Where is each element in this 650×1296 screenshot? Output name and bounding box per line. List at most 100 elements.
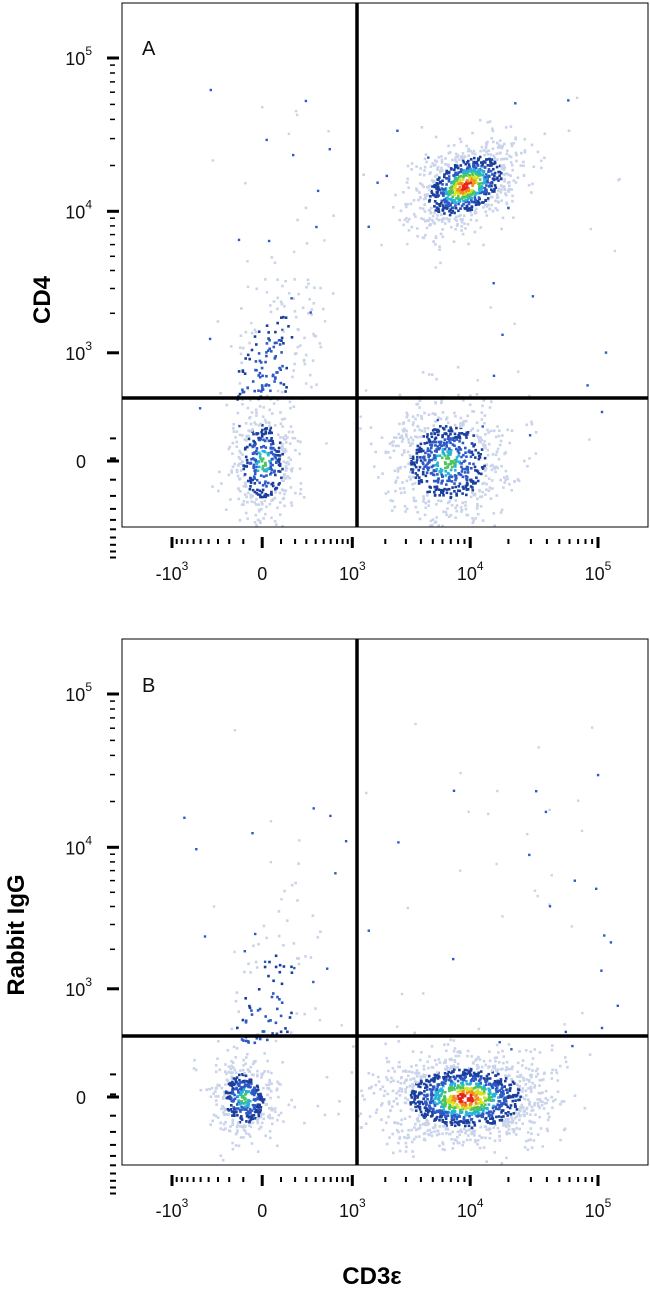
event-dot-1 <box>495 177 498 181</box>
event-dot-2 <box>487 477 491 481</box>
event-dot-2 <box>454 516 457 519</box>
event-dot-4 <box>266 349 270 352</box>
event-dot-2 <box>475 507 479 510</box>
event-dot-sparse <box>540 159 543 162</box>
event-dot-sparse <box>452 957 455 961</box>
event-dot-2 <box>471 491 474 494</box>
event-dot-3 <box>261 467 264 471</box>
event-dot-2 <box>238 1102 241 1106</box>
event-dot-1 <box>480 145 484 149</box>
event-dot-1 <box>488 184 491 187</box>
event-dot-2 <box>508 482 511 486</box>
event-dot-1 <box>489 1092 492 1095</box>
event-dot-1 <box>484 1096 488 1100</box>
event-dot-2 <box>447 452 450 456</box>
event-dot-1 <box>455 164 459 168</box>
event-dot-1 <box>491 1070 494 1074</box>
event-dot-3 <box>259 521 262 524</box>
event-dot-3 <box>265 436 269 440</box>
event-dot-3 <box>235 991 239 994</box>
event-dot-1 <box>559 1138 562 1142</box>
event-dot-1 <box>488 1059 492 1063</box>
event-dot-1 <box>419 1085 422 1089</box>
event-dot-1 <box>395 1091 399 1095</box>
event-dot-2 <box>448 439 451 442</box>
event-dot-1 <box>491 158 495 161</box>
event-dot-2 <box>427 504 430 507</box>
event-dot-1 <box>429 1088 432 1091</box>
event-dot-2 <box>445 488 449 491</box>
event-dot-1 <box>457 202 460 206</box>
event-dot-2 <box>391 499 395 503</box>
event-dot-1 <box>424 1095 428 1098</box>
event-dot-1 <box>443 1100 447 1103</box>
event-dot-2 <box>480 495 484 498</box>
event-dot-4 <box>216 320 220 323</box>
event-dot-3 <box>269 465 272 468</box>
event-dot-1 <box>479 182 482 185</box>
event-dot-1 <box>502 1124 505 1127</box>
event-dot-1 <box>528 1102 531 1106</box>
event-dot-1 <box>480 164 483 168</box>
event-dot-1 <box>414 1109 418 1112</box>
event-dot-3 <box>290 504 294 507</box>
event-dot-2 <box>218 1068 221 1072</box>
event-dot-1 <box>444 1079 448 1082</box>
event-dot-3 <box>274 954 278 958</box>
event-dot-1 <box>478 1134 481 1138</box>
event-dot-3 <box>255 461 259 465</box>
event-dot-2 <box>458 473 461 476</box>
event-dot-1 <box>425 1088 429 1091</box>
event-dot-1 <box>473 156 476 160</box>
event-dot-1 <box>506 1091 509 1094</box>
event-dot-3 <box>309 956 313 959</box>
y-tick-label: 0 <box>76 1088 86 1108</box>
event-dot-1 <box>509 161 513 164</box>
event-dot-1 <box>500 146 504 150</box>
event-dot-1 <box>583 1106 587 1110</box>
event-dot-1 <box>422 1068 426 1071</box>
event-dot-1 <box>534 1113 537 1116</box>
event-dot-1 <box>500 227 503 231</box>
event-dot-3 <box>266 467 269 471</box>
event-dot-1 <box>505 201 508 205</box>
event-dot-1 <box>425 219 429 222</box>
event-dot-1 <box>480 1076 483 1080</box>
event-dot-1 <box>467 154 470 157</box>
event-dot-2 <box>430 458 434 462</box>
event-dot-1 <box>458 1050 461 1053</box>
event-dot-1 <box>488 1127 492 1130</box>
event-dot-3 <box>291 430 294 434</box>
event-dot-2 <box>471 521 475 525</box>
event-dot-1 <box>513 1103 517 1106</box>
event-dot-2 <box>455 504 459 507</box>
event-dot-2 <box>256 1088 260 1092</box>
event-dot-2 <box>421 472 425 476</box>
event-dot-3 <box>271 463 274 467</box>
event-dot-1 <box>457 1106 460 1109</box>
event-dot-1 <box>494 199 497 203</box>
event-dot-1 <box>536 1098 539 1101</box>
event-dot-1 <box>411 1071 414 1074</box>
event-dot-1 <box>452 174 455 177</box>
event-dot-1 <box>406 164 410 168</box>
event-dot-2 <box>474 517 477 520</box>
event-dot-2 <box>461 422 464 425</box>
event-dot-2 <box>455 492 458 495</box>
event-dot-3 <box>230 469 233 472</box>
event-dot-sparse <box>208 337 212 341</box>
event-dot-1 <box>432 1110 436 1114</box>
event-dot-3 <box>231 452 234 455</box>
event-dot-1 <box>440 166 443 170</box>
event-dot-1 <box>449 1121 453 1124</box>
event-dot-1 <box>455 1103 458 1106</box>
event-dot-2 <box>440 480 444 483</box>
event-dot-3 <box>255 492 258 495</box>
event-dot-1 <box>498 174 501 177</box>
event-dot-1 <box>421 183 424 187</box>
event-dot-1 <box>481 163 484 166</box>
event-dot-2 <box>415 461 418 464</box>
event-dot-3 <box>277 446 281 450</box>
event-dot-1 <box>484 1063 488 1067</box>
